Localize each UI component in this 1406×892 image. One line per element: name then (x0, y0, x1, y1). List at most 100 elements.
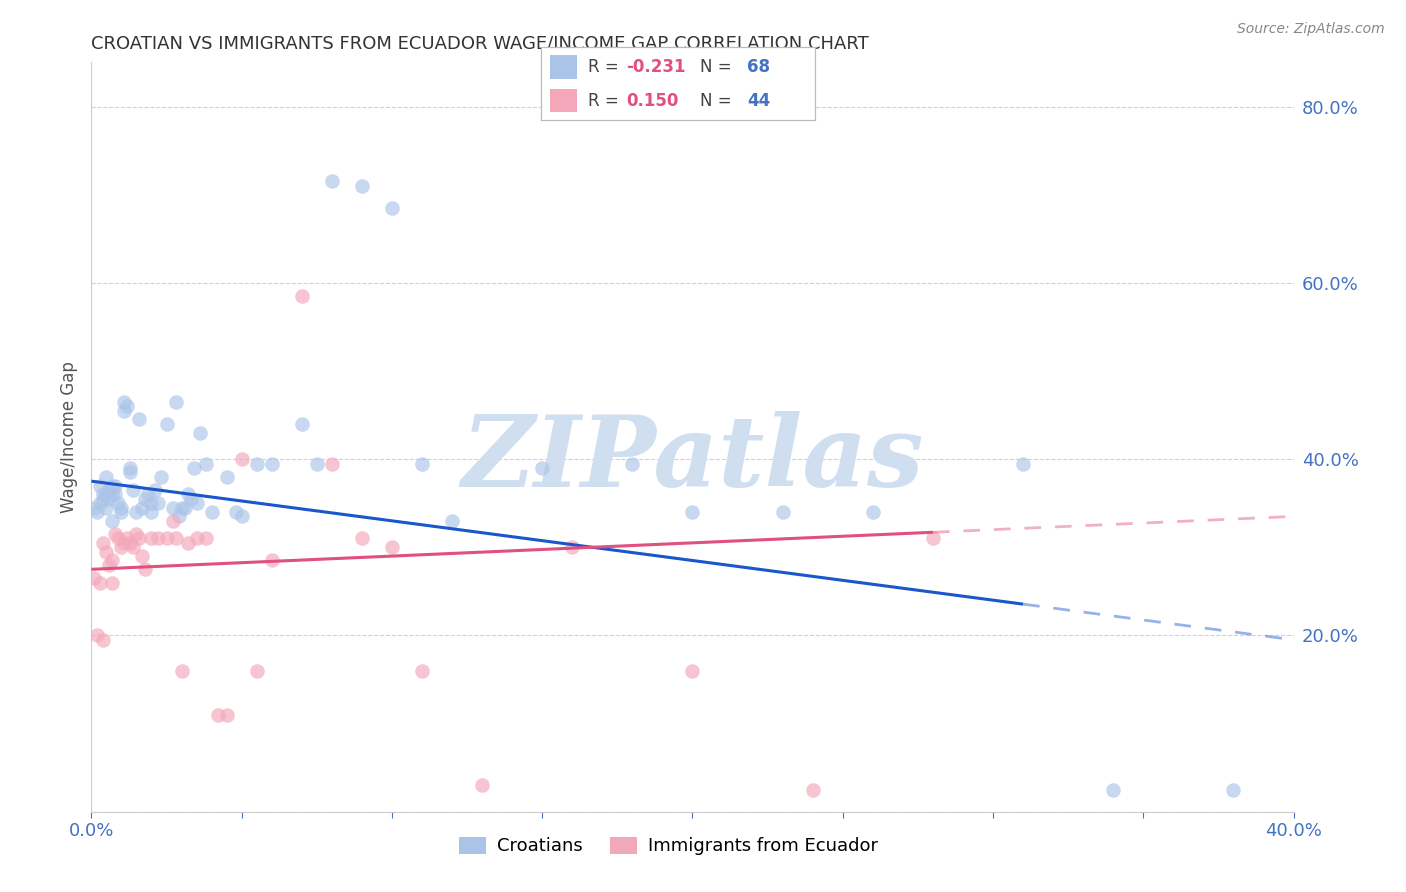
Point (141, 505, 163, 519)
Point (114, 536, 136, 550)
Point (120, 536, 142, 550)
Point (260, 553, 283, 567)
Point (101, 575, 124, 590)
Point (186, 532, 208, 546)
Point (104, 527, 127, 541)
Point (291, 417, 314, 431)
Point (801, 782, 824, 797)
Point (110, 500, 132, 515)
Point (86, 505, 108, 519)
Point (165, 532, 187, 546)
Bar (550, 55, 576, 78)
Bar (550, 89, 576, 112)
Point (104, 478, 127, 492)
Point (131, 500, 153, 515)
Text: 44: 44 (747, 92, 770, 110)
Point (165, 394, 187, 409)
Point (117, 532, 139, 546)
Point (531, 461, 554, 475)
Point (1012, 457, 1035, 471)
Point (381, 541, 404, 555)
Point (183, 461, 205, 475)
Point (138, 487, 160, 501)
Point (246, 664, 269, 678)
Point (201, 505, 224, 519)
Point (471, 778, 494, 792)
Point (350, 178, 373, 193)
Point (305, 457, 328, 471)
Point (146, 496, 169, 510)
Point (188, 425, 211, 440)
Point (89, 496, 111, 510)
Point (186, 496, 208, 510)
Point (411, 457, 433, 471)
Point (96, 500, 118, 515)
Point (194, 532, 217, 546)
Point (291, 289, 314, 303)
Text: R =: R = (588, 92, 628, 110)
Text: -0.231: -0.231 (626, 58, 686, 76)
Point (207, 707, 229, 722)
Point (134, 562, 156, 576)
Point (350, 532, 373, 546)
Point (155, 532, 177, 546)
Point (170, 664, 193, 678)
Point (141, 496, 163, 510)
Point (141, 532, 163, 546)
Point (170, 500, 193, 515)
Point (681, 664, 703, 678)
Point (110, 541, 132, 555)
Point (321, 174, 343, 188)
Point (89, 478, 111, 492)
Point (89, 575, 111, 590)
Point (231, 452, 253, 467)
Point (110, 505, 132, 519)
Point (83, 500, 105, 515)
Point (93, 632, 115, 647)
Point (681, 505, 703, 519)
Point (117, 399, 139, 413)
Point (173, 500, 195, 515)
Text: Source: ZipAtlas.com: Source: ZipAtlas.com (1237, 22, 1385, 37)
Point (101, 487, 124, 501)
Point (134, 491, 156, 506)
Y-axis label: Wage/Income Gap: Wage/Income Gap (60, 361, 79, 513)
Point (215, 707, 238, 722)
Point (96, 469, 118, 483)
Point (772, 505, 794, 519)
Point (176, 536, 198, 550)
Text: N =: N = (700, 92, 737, 110)
Legend: Croatians, Immigrants from Ecuador: Croatians, Immigrants from Ecuador (451, 830, 884, 863)
Point (101, 478, 124, 492)
Point (120, 461, 142, 475)
Point (125, 527, 148, 541)
Point (1222, 782, 1244, 797)
Point (120, 466, 142, 480)
Point (621, 457, 644, 471)
Point (131, 549, 153, 563)
Text: R =: R = (588, 58, 624, 76)
Point (162, 500, 184, 515)
Point (381, 201, 404, 215)
Point (104, 487, 127, 501)
Point (862, 505, 884, 519)
Point (98, 483, 121, 497)
Point (194, 457, 217, 471)
Point (128, 412, 150, 426)
Point (143, 483, 166, 497)
Point (122, 541, 145, 555)
Point (321, 457, 343, 471)
Point (98, 491, 121, 506)
Point (122, 483, 145, 497)
Point (96, 544, 118, 558)
Point (98, 558, 121, 572)
Point (180, 491, 202, 506)
Point (96, 487, 118, 501)
Point (149, 469, 172, 483)
Point (167, 509, 190, 524)
Point (114, 403, 136, 417)
Point (93, 536, 115, 550)
Point (1102, 782, 1125, 797)
Point (93, 491, 115, 506)
Point (411, 664, 433, 678)
